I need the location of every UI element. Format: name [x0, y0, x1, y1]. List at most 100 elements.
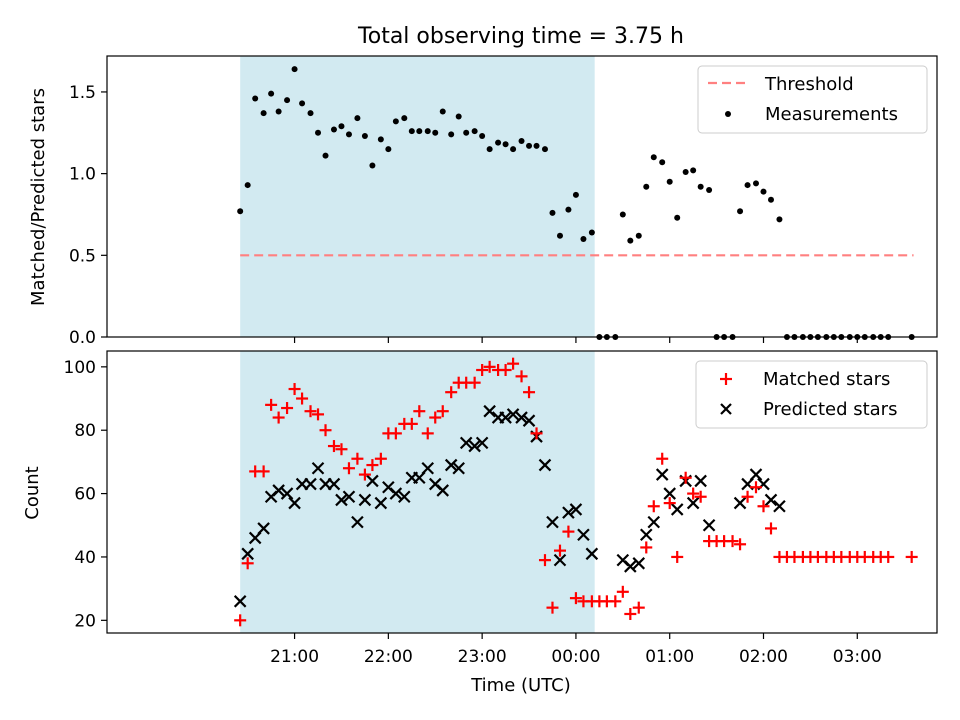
- matched-star-marker: [553, 544, 566, 557]
- count-y-axis-label: Count: [22, 466, 43, 519]
- count-x-tick-label-3: 00:00: [551, 647, 600, 667]
- predicted-marker-stroke: [241, 547, 254, 561]
- measurement-point: [345, 131, 352, 138]
- predicted-marker-stroke: [773, 499, 786, 513]
- predicted-marker-stroke: [546, 515, 559, 529]
- predicted-marker-stroke: [639, 528, 653, 542]
- predicted-star-marker: [358, 493, 372, 507]
- ratio-axis-ticks: 0.0 0.5 1.0 1.5: [69, 83, 858, 348]
- predicted-marker-stroke: [280, 487, 294, 500]
- matched-star-marker: [734, 538, 747, 551]
- matched-star-marker: [335, 443, 348, 456]
- measurement-point: [580, 235, 587, 242]
- matched-star-marker: [726, 535, 739, 548]
- predicted-marker-stroke: [702, 518, 716, 532]
- matched-star-marker: [366, 459, 379, 472]
- predicted-star-marker: [304, 477, 317, 491]
- threshold-legend-label: Threshold: [764, 74, 854, 95]
- predicted-marker-stroke: [257, 522, 270, 535]
- observing-window-shade-lower: [240, 351, 595, 633]
- predicted-star-marker: [764, 493, 778, 507]
- measurement-point: [408, 128, 415, 135]
- matched-star-marker: [265, 398, 278, 411]
- predicted-star-marker: [257, 522, 270, 535]
- predicted-marker-stroke: [398, 490, 411, 504]
- count-y-tick-label-2: 60: [74, 485, 96, 505]
- predicted-marker-stroke: [616, 553, 630, 567]
- predicted-marker-stroke: [428, 477, 442, 491]
- predicted-star-marker: [233, 595, 247, 608]
- predicted-star-marker: [553, 553, 567, 567]
- matched-star-marker: [327, 440, 340, 453]
- predicted-marker-stroke: [366, 474, 379, 488]
- predicted-marker-stroke: [694, 474, 707, 488]
- measurement-point: [541, 146, 548, 153]
- ratio-legend: Threshold Measurements: [697, 65, 928, 134]
- matched-star-marker: [741, 490, 754, 503]
- predicted-marker-stroke: [233, 595, 247, 608]
- ratio-y-axis-label: Matched/Predicted stars: [28, 88, 49, 306]
- matched-star-marker: [538, 554, 551, 567]
- measurement-point: [549, 209, 556, 216]
- count-panel: 21:00 22:00 23:00 00:00 01:00 02:00 03:00 20 40 6…: [22, 350, 938, 696]
- predicted-star-marker: [702, 518, 716, 532]
- predicted-star-marker: [468, 439, 481, 453]
- matched-star-marker: [483, 360, 496, 373]
- matched-star-marker: [358, 468, 371, 481]
- matched-star-marker: [757, 500, 770, 513]
- matched-star-marker: [429, 411, 442, 424]
- matched-star-marker: [319, 424, 332, 437]
- measurement-point: [338, 123, 345, 130]
- measurement-point: [392, 118, 399, 125]
- matched-star-marker: [609, 595, 622, 608]
- measurement-point: [299, 100, 306, 107]
- measurement-point: [737, 208, 744, 215]
- measurement-point: [572, 191, 579, 198]
- measurement-point: [244, 182, 251, 189]
- measurement-point: [252, 95, 259, 102]
- predicted-star-marker: [624, 560, 637, 573]
- predicted-marker-stroke: [452, 461, 465, 475]
- predicted-star-marker: [421, 461, 435, 475]
- predicted-marker-stroke: [304, 477, 317, 491]
- measurement-point: [463, 129, 470, 136]
- predicted-marker-stroke: [733, 496, 747, 510]
- measurement-point: [619, 211, 626, 218]
- count-x-tick-label-1: 22:00: [364, 647, 413, 667]
- predicted-marker-stroke: [459, 436, 473, 450]
- predicted-star-marker: [335, 493, 348, 507]
- matched-star-marker: [421, 427, 434, 440]
- predicted-marker-stroke: [311, 461, 325, 475]
- measurements-legend-swatch: [725, 111, 731, 117]
- measurement-point: [526, 142, 533, 149]
- predicted-star-marker: [670, 503, 684, 516]
- matched-star-marker: [694, 490, 707, 503]
- measurement-point: [284, 97, 291, 104]
- matched-star-marker: [663, 497, 676, 510]
- measurement-point: [330, 126, 337, 133]
- measurement-point: [697, 183, 704, 190]
- matched-star-marker: [499, 364, 512, 377]
- predicted-marker-stroke: [632, 557, 646, 570]
- matched-star-marker: [312, 408, 325, 421]
- measurement-point: [706, 186, 713, 193]
- predicted-star-marker: [389, 487, 403, 500]
- predicted-marker-stroke: [663, 487, 676, 500]
- measurement-point: [361, 133, 368, 140]
- count-x-tick-label-0: 21:00: [270, 647, 319, 667]
- measurement-point: [518, 137, 525, 144]
- count-y-tick-label-3: 80: [74, 421, 96, 441]
- predicted-marker-stroke: [444, 458, 458, 472]
- measurement-point: [635, 232, 642, 239]
- predicted-marker-stroke: [342, 490, 356, 504]
- predicted-marker-stroke: [327, 477, 341, 491]
- matched-star-marker: [905, 550, 918, 563]
- measurements-series: [237, 66, 915, 340]
- ratio-y-tick-label-1: 0.5: [69, 246, 96, 266]
- measurements-legend-label: Measurements: [765, 104, 898, 125]
- predicted-star-marker: [499, 411, 512, 424]
- predicted-marker-stroke: [647, 515, 661, 529]
- predicted-star-marker: [577, 528, 590, 542]
- matched-star-marker: [304, 405, 317, 418]
- measurement-point: [588, 229, 595, 236]
